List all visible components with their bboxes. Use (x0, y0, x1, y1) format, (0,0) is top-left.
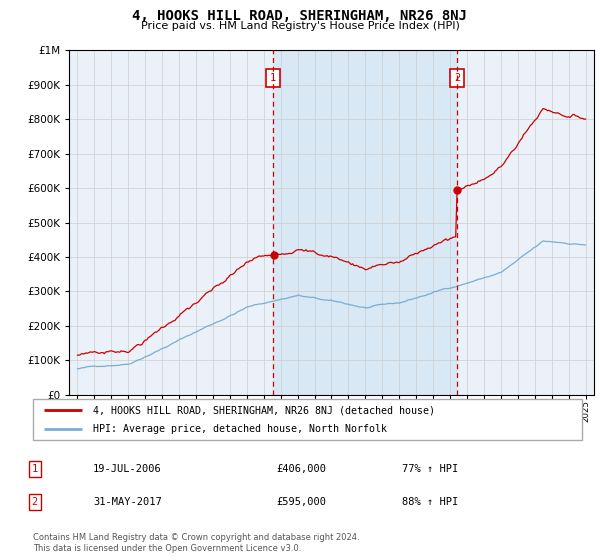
Text: 2: 2 (32, 497, 38, 507)
FancyBboxPatch shape (33, 399, 582, 440)
Text: 4, HOOKS HILL ROAD, SHERINGHAM, NR26 8NJ: 4, HOOKS HILL ROAD, SHERINGHAM, NR26 8NJ (133, 9, 467, 23)
Bar (273, 50, 457, 395)
Text: HPI: Average price, detached house, North Norfolk: HPI: Average price, detached house, Nort… (94, 424, 388, 433)
Text: £406,000: £406,000 (276, 464, 326, 474)
Text: 4, HOOKS HILL ROAD, SHERINGHAM, NR26 8NJ (detached house): 4, HOOKS HILL ROAD, SHERINGHAM, NR26 8NJ… (94, 405, 436, 415)
Text: 2: 2 (454, 73, 460, 83)
Text: 1: 1 (32, 464, 38, 474)
Text: Contains HM Land Registry data © Crown copyright and database right 2024.
This d: Contains HM Land Registry data © Crown c… (33, 533, 359, 553)
Text: 31-MAY-2017: 31-MAY-2017 (93, 497, 162, 507)
Text: Price paid vs. HM Land Registry's House Price Index (HPI): Price paid vs. HM Land Registry's House … (140, 21, 460, 31)
Text: 19-JUL-2006: 19-JUL-2006 (93, 464, 162, 474)
Text: £595,000: £595,000 (276, 497, 326, 507)
Text: 1: 1 (270, 73, 276, 83)
Text: 77% ↑ HPI: 77% ↑ HPI (402, 464, 458, 474)
Text: 88% ↑ HPI: 88% ↑ HPI (402, 497, 458, 507)
